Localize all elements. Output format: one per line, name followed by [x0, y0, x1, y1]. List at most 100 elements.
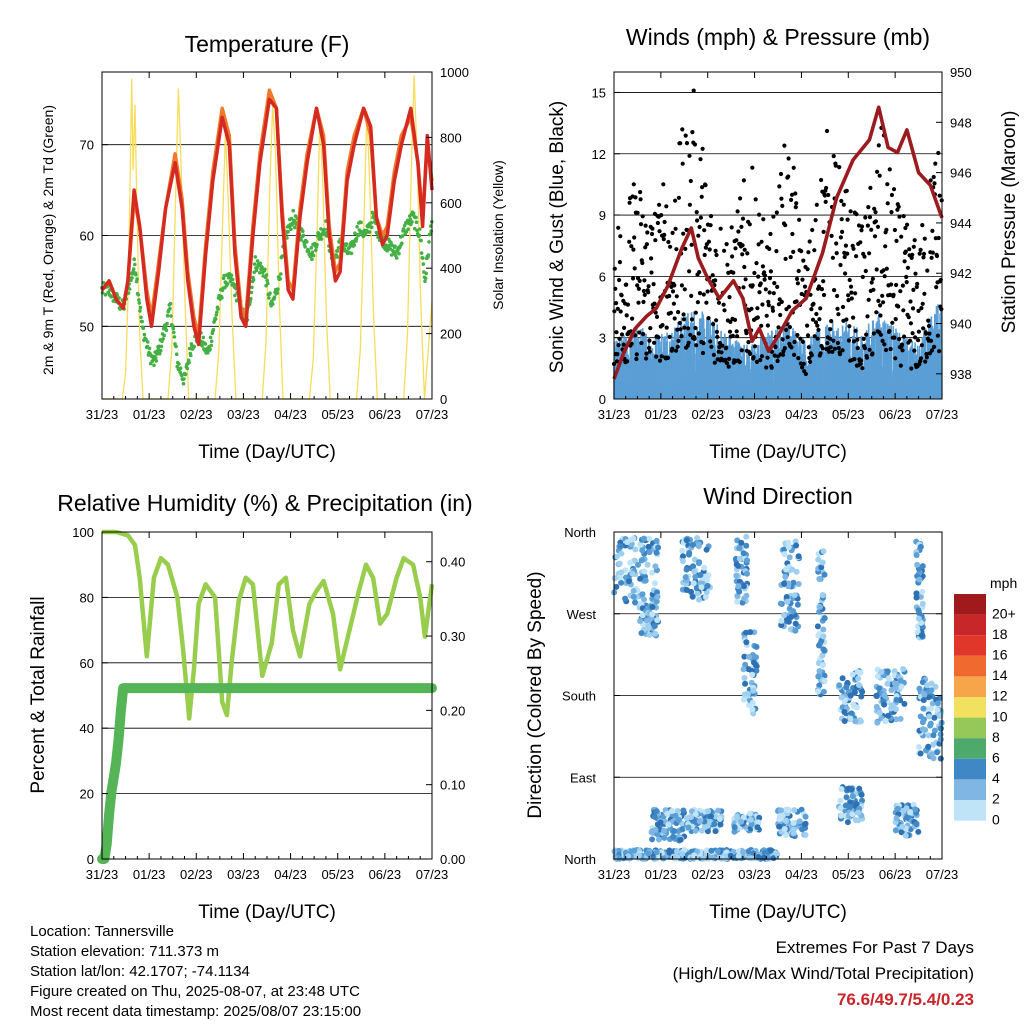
gust-point — [789, 197, 794, 202]
dewpoint-point — [415, 228, 419, 233]
direction-point — [770, 855, 777, 862]
direction-point — [788, 614, 795, 620]
gust-point — [782, 346, 787, 351]
dewpoint-point — [169, 314, 173, 318]
dewpoint-point — [180, 373, 184, 378]
dewpoint-point — [132, 257, 136, 262]
gust-point — [724, 361, 730, 366]
gust-point — [771, 291, 776, 296]
direction-point — [708, 847, 715, 854]
gust-point — [758, 357, 763, 363]
dewpoint-point — [367, 230, 372, 234]
gust-point — [785, 335, 790, 340]
dewpoint-point — [268, 291, 272, 296]
direction-point — [695, 541, 702, 548]
direction-point — [740, 550, 747, 557]
winds-left-ticks: 0 3 6 9 12 15 — [592, 85, 620, 407]
gust-point — [728, 319, 733, 324]
direction-point — [776, 823, 783, 830]
gust-point — [617, 277, 622, 283]
direction-point — [727, 852, 734, 859]
direction-point — [644, 561, 651, 568]
gust-point — [665, 355, 671, 360]
gust-point — [771, 214, 776, 219]
winds-pressure-panel: Winds (mph) & Pressure (mb) 0 3 6 9 12 15 938… — [547, 24, 1020, 463]
gust-point — [638, 190, 643, 195]
direction-point — [735, 853, 742, 859]
gust-point — [633, 195, 638, 200]
gust-point — [759, 239, 764, 244]
gust-point — [819, 287, 825, 292]
gust-point — [812, 334, 817, 339]
direction-point — [639, 612, 646, 619]
gust-point — [627, 200, 632, 205]
direction-point — [674, 808, 681, 814]
direction-point — [646, 549, 653, 556]
direction-point — [741, 675, 748, 681]
gust-point — [680, 161, 685, 166]
gust-point — [643, 223, 648, 228]
gust-point — [784, 327, 789, 333]
direction-point — [937, 736, 944, 743]
direction-point — [682, 574, 689, 581]
gust-point — [921, 251, 927, 256]
gust-point — [819, 177, 824, 183]
gust-point — [642, 292, 647, 297]
gust-point — [781, 352, 786, 357]
gust-point — [680, 127, 685, 132]
direction-point — [782, 573, 789, 580]
temperature-xlabel: Time (Day/UTC) — [198, 442, 336, 463]
time-tick-label: 04/23 — [274, 407, 307, 422]
dewpoint-point — [424, 271, 429, 276]
gust-point — [646, 290, 651, 295]
direction-point — [746, 654, 752, 660]
gust-point — [813, 320, 819, 325]
dewpoint-point — [265, 278, 270, 283]
gust-point — [880, 338, 885, 343]
gust-point — [681, 312, 686, 317]
gust-point — [631, 247, 636, 252]
gust-point — [638, 222, 644, 227]
time-tick-label: 31/23 — [86, 867, 119, 882]
gust-point — [852, 357, 857, 362]
direction-point — [743, 542, 750, 549]
direction-point — [801, 821, 808, 828]
dewpoint-point — [177, 362, 181, 366]
time-tick-label: 02/23 — [691, 407, 724, 422]
dewpoint-point — [174, 352, 179, 357]
gust-point — [897, 337, 902, 342]
direction-point — [930, 755, 937, 762]
gust-point — [894, 282, 899, 288]
gust-point — [667, 334, 672, 339]
gust-point — [790, 231, 795, 237]
direction-point — [898, 683, 905, 690]
solar-tick-label: 200 — [440, 327, 462, 342]
gust-point — [700, 146, 705, 151]
gust-point — [937, 193, 942, 198]
gust-point — [676, 310, 681, 315]
direction-point — [660, 827, 667, 834]
direction-point — [653, 549, 660, 556]
dewpoint-point — [155, 352, 159, 356]
gust-point — [700, 350, 706, 356]
direction-point — [847, 804, 854, 810]
gust-point — [763, 287, 768, 292]
legend-swatch — [954, 779, 986, 800]
gust-point — [649, 270, 654, 275]
dewpoint-point — [153, 356, 158, 360]
gust-point — [673, 198, 678, 203]
gust-point — [816, 327, 821, 332]
direction-point — [907, 809, 914, 816]
gust-point — [675, 344, 680, 349]
direction-point — [708, 813, 714, 820]
gust-point — [838, 262, 843, 268]
gust-point — [730, 254, 735, 259]
gust-point — [649, 256, 654, 261]
direction-point — [679, 820, 686, 827]
gust-point — [814, 311, 819, 317]
gust-point — [782, 143, 787, 148]
gust-point — [887, 167, 892, 172]
legend-label: 10 — [992, 708, 1008, 724]
dewpoint-point — [161, 337, 165, 341]
dewpoint-point — [174, 344, 178, 349]
